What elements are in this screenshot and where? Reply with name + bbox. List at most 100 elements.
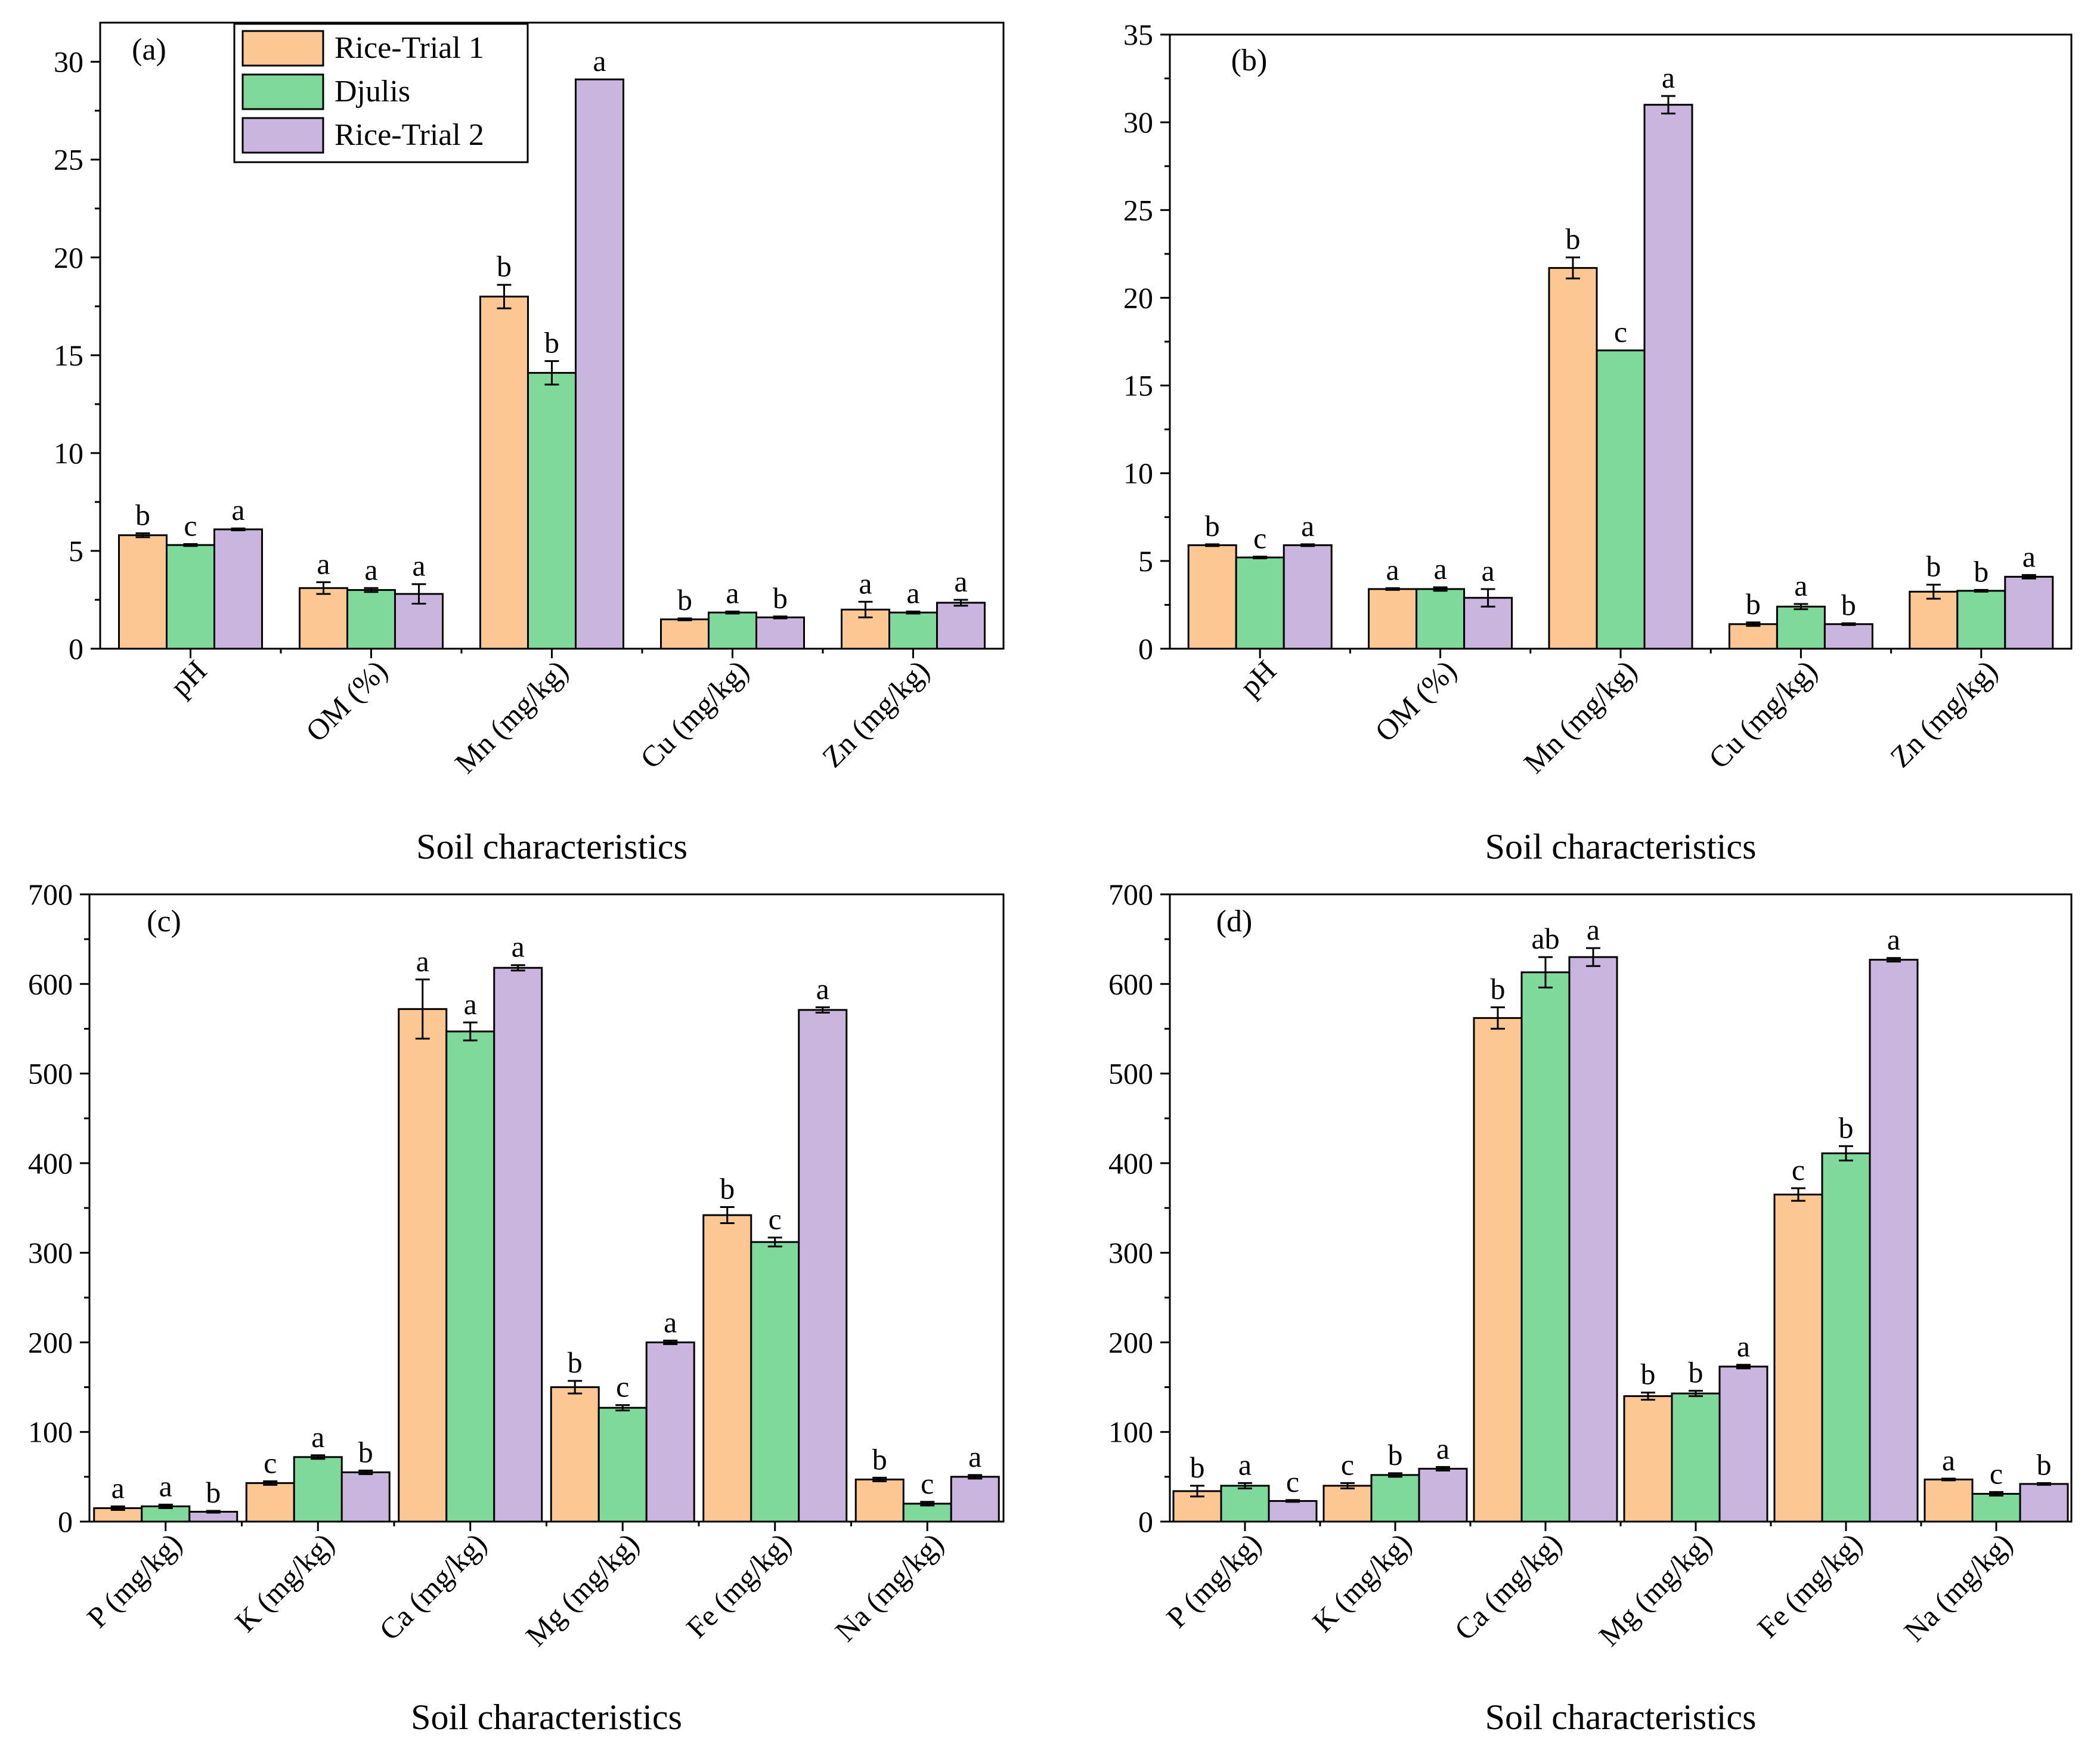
bar-djulis [1596,349,1646,650]
significance-letter: c [1253,522,1266,555]
significance-letter: b [1841,588,1856,621]
y-tick-label: 35 [1123,18,1153,51]
panel-label: (d) [1216,904,1253,938]
legend-swatch-rice-trial-2 [241,117,324,154]
bar-djulis [888,611,938,650]
x-tick-label: Zn (mg/kg) [1884,653,2004,774]
significance-letter: b [358,1435,373,1469]
y-tick-label: 20 [54,241,83,274]
y-tick-label: 5 [1138,544,1153,578]
significance-letter: a [664,1305,677,1339]
bar-djulis [1671,1392,1721,1523]
x-axis-title: Soil characteristics [416,827,687,866]
x-tick-label: pH [163,653,213,703]
significance-letter: a [1386,553,1399,586]
significance-letter: b [677,583,692,617]
significance-letter: a [412,549,425,583]
y-tick-label: 500 [1108,1057,1153,1091]
significance-letter: b [1190,1451,1205,1484]
significance-letter: a [1301,509,1314,543]
bar-rice-trial-2 [950,1476,1000,1523]
significance-letter: a [1662,61,1675,94]
significance-letter: a [464,987,477,1021]
bar-rice-trial-2 [798,1009,848,1523]
y-tick-label: 20 [1123,281,1153,314]
bar-rice-trial-2 [493,966,543,1523]
y-tick-label: 300 [1108,1236,1153,1269]
significance-letter: a [1238,1448,1252,1481]
significance-letter: a [364,553,377,586]
significance-letter: a [816,972,829,1005]
x-tick-label: OM (%) [299,653,394,748]
significance-letter: ab [1531,922,1559,955]
bar-rice-trial-1 [1924,1478,1974,1523]
x-tick-label: pH [1233,653,1283,703]
bar-rice-trial-2 [575,78,624,650]
significance-letter: a [954,565,967,598]
significance-letter: b [497,250,512,283]
significance-letter: a [1737,1330,1750,1363]
y-tick-label: 0 [1138,1505,1153,1538]
bar-djulis [166,544,215,650]
x-tick-label: Cu (mg/kg) [634,653,755,775]
legend-swatch-rice-trial-1 [241,30,324,67]
x-axis-title: Soil characteristics [411,1697,682,1737]
bar-djulis [1235,556,1285,650]
y-tick-label: 100 [28,1415,73,1449]
x-tick-label: Mn (mg/kg) [448,653,574,779]
x-axis-title: Soil characteristics [1485,827,1757,866]
significance-letter: c [616,1370,629,1404]
significance-letter: a [1587,913,1600,946]
significance-letter: b [1566,222,1581,256]
bar-rice-trial-1 [1473,1017,1523,1523]
significance-letter: c [1614,315,1627,349]
x-tick-label: Mg (mg/kg) [519,1526,645,1652]
bar-rice-trial-1 [1187,544,1237,650]
y-tick-label: 600 [1108,967,1153,1000]
bar-djulis [750,1241,800,1523]
legend-label: Rice-Trial 2 [334,118,484,152]
significance-letter: a [1481,554,1494,587]
significance-letter: a [968,1440,981,1473]
significance-letter: b [773,581,788,615]
bar-djulis [1416,588,1466,650]
panel-label: (a) [132,33,166,67]
bar-rice-trial-2 [1568,956,1618,1523]
bar-rice-trial-1 [1322,1485,1373,1523]
significance-letter: b [1388,1438,1403,1472]
significance-letter: c [1341,1448,1354,1481]
bar-rice-trial-1 [660,618,710,650]
significance-letter: c [1990,1457,2003,1490]
bar-rice-trial-2 [936,602,986,650]
x-axis-title: Soil characteristics [1485,1697,1757,1737]
y-tick-label: 700 [28,878,73,911]
bar-rice-trial-1 [1728,623,1778,650]
significance-letter: c [1792,1153,1805,1187]
significance-letter: a [1942,1443,1955,1477]
x-tick-label: Ca (mg/kg) [1448,1526,1568,1647]
significance-letter: b [568,1346,583,1379]
legend-swatch-djulis [241,73,324,110]
significance-letter: c [184,509,197,542]
significance-letter: b [1839,1111,1854,1144]
significance-letter: b [135,498,150,531]
significance-letter: c [264,1446,277,1479]
bar-rice-trial-2 [1823,623,1873,650]
significance-letter: a [231,493,244,526]
x-tick-label: K (mg/kg) [1306,1526,1418,1638]
x-tick-label: Fe (mg/kg) [1751,1526,1869,1644]
bar-djulis [1220,1485,1270,1523]
bar-djulis [346,589,396,650]
y-tick-label: 300 [28,1236,73,1269]
bar-rice-trial-2 [755,617,805,650]
significance-letter: a [726,577,739,610]
y-tick-label: 15 [54,339,83,372]
plot-frame [1169,893,2073,1523]
bar-rice-trial-1 [479,295,529,650]
significance-letter: b [2037,1448,2052,1481]
plot-frame [88,893,1005,1523]
bar-djulis [708,611,757,650]
bar-rice-trial-2 [1418,1467,1468,1523]
legend-label: Djulis [334,75,410,109]
